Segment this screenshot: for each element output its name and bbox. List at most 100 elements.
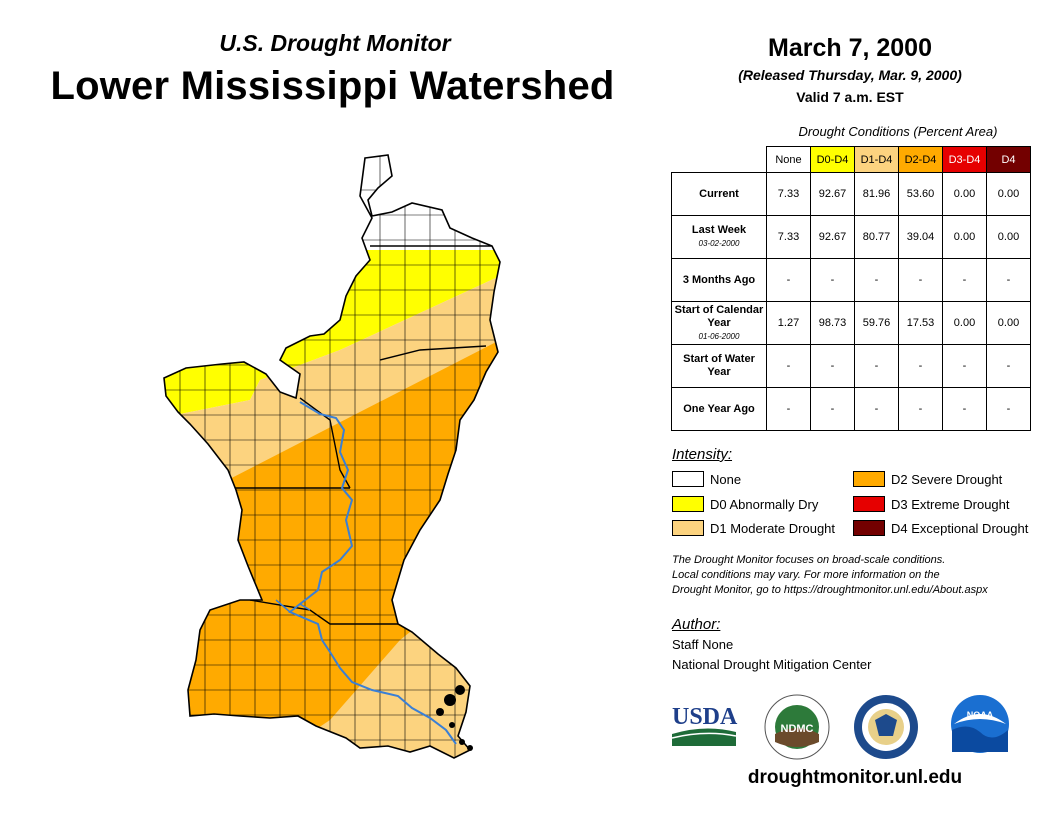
website-link[interactable]: droughtmonitor.unl.edu [747, 767, 963, 788]
row-label-text: Last Week [691, 224, 747, 236]
usda-logo: USDA [671, 704, 738, 746]
table-cell: - [854, 344, 899, 388]
red-river [275, 599, 311, 613]
table-cell: 98.73 [810, 301, 855, 345]
table-cell: - [942, 387, 987, 431]
row-label: 3 Months Ago [671, 258, 767, 302]
row-label: One Year Ago [671, 387, 767, 431]
state-borders [228, 245, 500, 625]
table-cell: 0.00 [986, 301, 1031, 345]
note-line: Drought Monitor, go to https://droughtmo… [672, 584, 988, 596]
commerce-seal [854, 695, 918, 759]
row-label: Last Week 03-02-2000 [671, 215, 767, 259]
note-line: Local conditions may vary. For more info… [672, 569, 940, 581]
table-cell: 17.53 [898, 301, 943, 345]
legend-label: D2 Severe Drought [891, 471, 1003, 487]
ndmc-logo: NDMC [764, 694, 830, 760]
release-date: (Released Thursday, Mar. 9, 2000) [738, 67, 962, 83]
drought-stats-table: None D0-D4 D1-D4 D2-D4 D3-D4 D4 Current 7… [671, 146, 1031, 431]
table-cell: - [898, 387, 943, 431]
col-header-d2-d4: D2-D4 [898, 146, 943, 173]
table-cell: 80.77 [854, 215, 899, 259]
row-label-date: 03-02-2000 [698, 239, 740, 248]
row-label-text: Start of Calendar Year [674, 303, 764, 329]
table-cell: 7.33 [766, 172, 811, 216]
table-cell: - [766, 344, 811, 388]
legend-label: D3 Extreme Drought [891, 496, 1010, 512]
legend-label: D1 Moderate Drought [710, 520, 836, 536]
row-label-text: One Year Ago [683, 402, 755, 415]
table-cell: 7.33 [766, 215, 811, 259]
table-cell: 0.00 [986, 215, 1031, 259]
legend-item-none: None [672, 471, 741, 487]
table-cell: 0.00 [942, 215, 987, 259]
table-cell: 92.67 [810, 215, 855, 259]
table-cell: - [942, 344, 987, 388]
table-cell: 39.04 [898, 215, 943, 259]
col-header-d3-d4: D3-D4 [942, 146, 987, 173]
noaa-logo-text: NOAA [967, 710, 994, 720]
legend-item-d4: D4 Exceptional Drought [853, 520, 1028, 536]
legend-swatch [853, 471, 885, 487]
legend-swatch [672, 496, 704, 512]
table-cell: 59.76 [854, 301, 899, 345]
table-cell: - [766, 258, 811, 302]
author-title: Author: [672, 616, 721, 633]
header-blank [671, 146, 767, 173]
row-label: Start of Water Year [671, 344, 767, 388]
map-subtitle: U.S. Drought Monitor [219, 30, 451, 56]
table-cell: - [898, 344, 943, 388]
legend-item-d0: D0 Abnormally Dry [672, 496, 818, 512]
table-cell: 0.00 [942, 301, 987, 345]
table-cell: - [986, 258, 1031, 302]
drought-map [163, 154, 501, 759]
table-cell: 1.27 [766, 301, 811, 345]
table-cell: - [986, 344, 1031, 388]
table-row: 3 Months Ago - - - - - - [671, 258, 1031, 302]
col-header-none: None [766, 146, 811, 173]
note-line: The Drought Monitor focuses on broad-sca… [672, 554, 946, 566]
table-row: Last Week 03-02-2000 7.33 92.67 80.77 39.04 0.… [671, 215, 1031, 259]
mississippi-river [288, 401, 457, 745]
legend-swatch [672, 520, 704, 536]
author-org: National Drought Mitigation Center [672, 657, 872, 672]
legend-label: D4 Exceptional Drought [891, 520, 1029, 536]
legend-item-d1: D1 Moderate Drought [672, 520, 835, 536]
table-cell: - [810, 344, 855, 388]
noaa-logo: NOAA [951, 695, 1009, 753]
table-row: Start of Calendar Year 01-06-2000 1.27 98.7… [671, 301, 1031, 345]
col-header-d1-d4: D1-D4 [854, 146, 899, 173]
legend-label: D0 Abnormally Dry [710, 496, 819, 512]
legend-swatch [672, 471, 704, 487]
row-label: Start of Calendar Year 01-06-2000 [671, 301, 767, 345]
legend-label: None [710, 471, 742, 487]
table-cell: 81.96 [854, 172, 899, 216]
col-header-d0-d4: D0-D4 [810, 146, 855, 173]
row-label: Current [671, 172, 767, 216]
legend-swatch [853, 520, 885, 536]
table-cell: - [810, 387, 855, 431]
map-date: March 7, 2000 [768, 34, 932, 62]
table-cell: - [898, 258, 943, 302]
coastal-marsh [436, 685, 473, 751]
disclaimer-note: The Drought Monitor focuses on broad-sca… [672, 553, 1042, 598]
table-cell: - [854, 387, 899, 431]
table-row: Current 7.33 92.67 81.96 53.60 0.00 0.00 [671, 172, 1031, 216]
table-cell: - [942, 258, 987, 302]
table-header-row: None D0-D4 D1-D4 D2-D4 D3-D4 D4 [671, 146, 1031, 173]
table-cell: 92.67 [810, 172, 855, 216]
legend-item-d2: D2 Severe Drought [853, 471, 1002, 487]
table-row: Start of Water Year - - - - - - [671, 344, 1031, 388]
ndmc-logo-text: NDMC [781, 723, 814, 735]
col-header-d4: D4 [986, 146, 1031, 173]
valid-time: Valid 7 a.m. EST [796, 89, 904, 105]
table-cell: 0.00 [942, 172, 987, 216]
table-cell: 0.00 [986, 172, 1031, 216]
row-label-date: 01-06-2000 [698, 331, 740, 341]
legend-swatch [853, 496, 885, 512]
row-label-text: 3 Months Ago [682, 273, 756, 286]
table-cell: - [854, 258, 899, 302]
legend-title: Intensity: [672, 446, 733, 463]
author-name: Staff None [672, 637, 734, 652]
row-label-text: Current [699, 187, 739, 200]
